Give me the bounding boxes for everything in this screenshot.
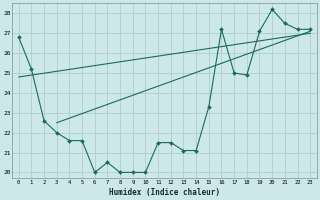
X-axis label: Humidex (Indice chaleur): Humidex (Indice chaleur) [109,188,220,197]
